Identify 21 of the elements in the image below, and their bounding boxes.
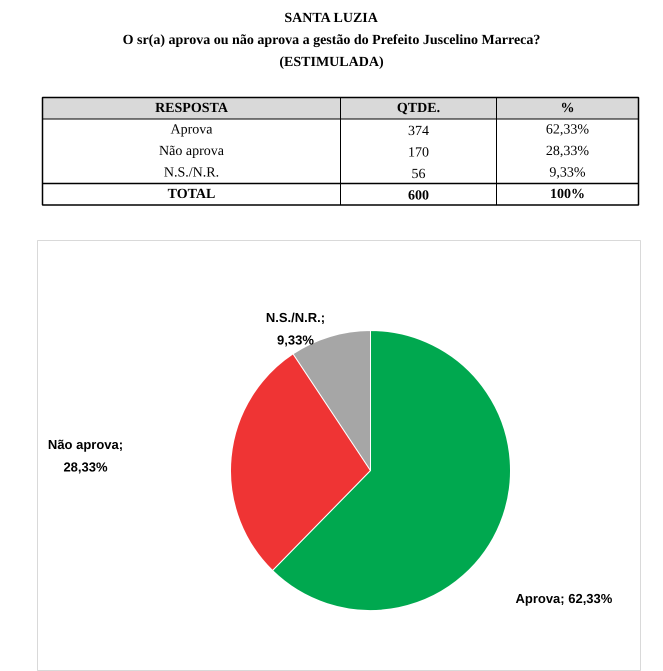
text: 600 (408, 188, 429, 204)
text: 28,33% (546, 144, 590, 159)
data-label: N.S./N.R.; 9,33% (266, 310, 326, 348)
text: Não aprova (159, 144, 225, 159)
text: 62,33% (546, 122, 590, 138)
text: 374 (408, 124, 429, 139)
text: 100% (550, 186, 585, 202)
text: 56 (412, 166, 426, 182)
text: % (560, 100, 574, 116)
text: 170 (408, 145, 429, 160)
text: QTDE. (396, 100, 440, 116)
text: N.S./N.R. (164, 165, 220, 180)
text: SANTA LUZIA (284, 11, 379, 26)
data-label: Aprova; 62,33% (516, 591, 613, 606)
text: RESPOSTA (155, 100, 229, 116)
text: Aprova (170, 122, 214, 138)
text: TOTAL (168, 186, 216, 202)
text: 9,33% (549, 165, 586, 180)
data-label: Não aprova; 28,33% (48, 436, 124, 474)
text: (ESTIMULADA) (279, 55, 384, 70)
text: O sr(a) aprova ou não aprova a gestão do Prefeito Juscelino Marreca? (122, 33, 540, 48)
